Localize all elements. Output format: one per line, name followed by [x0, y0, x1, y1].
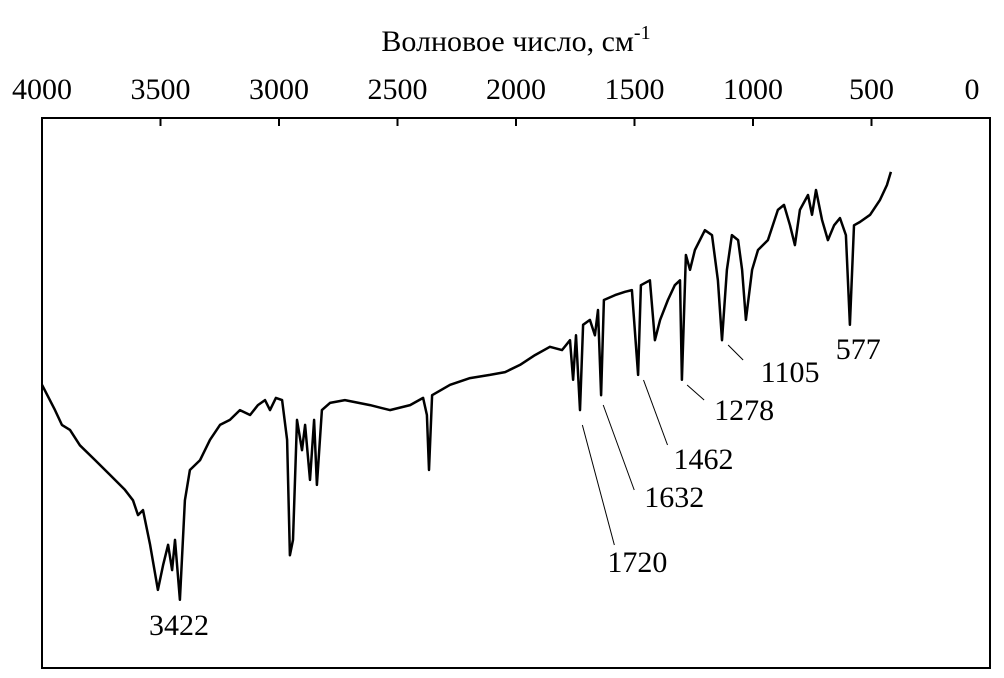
peak-label: 3422	[149, 609, 209, 642]
x-tick-label: 4000	[12, 73, 72, 106]
peak-label: 577	[836, 333, 881, 366]
spectrum-line	[40, 171, 893, 602]
leader-line	[643, 379, 668, 446]
x-tick-label: 2500	[368, 73, 428, 106]
leader-line	[581, 424, 615, 546]
x-axis-label: Волновое число, см-1	[381, 22, 650, 58]
x-tick-label: 3500	[131, 73, 191, 106]
leader-line	[686, 384, 705, 401]
peak-label: 1632	[644, 481, 704, 514]
x-tick-label: 1000	[723, 73, 783, 106]
x-tick-label: 500	[849, 73, 894, 106]
x-tick-label: 1500	[605, 73, 665, 106]
peak-label: 1720	[607, 546, 667, 579]
x-axis-label-superscript: -1	[634, 22, 651, 44]
peak-label: 1105	[761, 356, 820, 389]
plot-frame	[41, 117, 991, 669]
leader-line	[602, 404, 635, 491]
peak-label: 1278	[714, 394, 774, 427]
x-tick-label: 0	[965, 73, 980, 106]
leader-line	[727, 344, 744, 361]
x-tick-label: 3000	[249, 73, 309, 106]
peak-label: 1462	[674, 443, 734, 476]
x-axis-label-text: Волновое число, см	[381, 25, 634, 58]
x-tick-label: 2000	[486, 73, 546, 106]
